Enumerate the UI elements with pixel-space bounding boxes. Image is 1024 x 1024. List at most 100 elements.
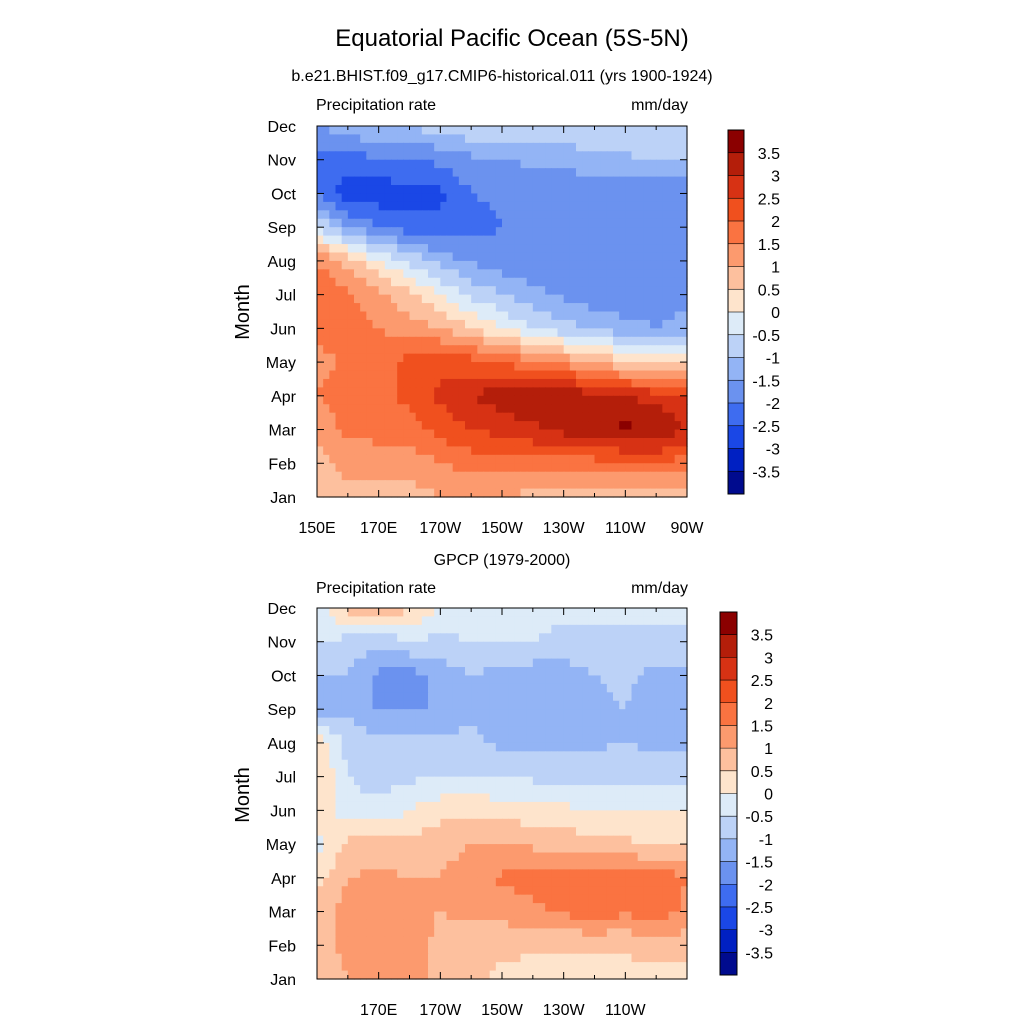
- heatmap-cell: [680, 446, 688, 456]
- heatmap-cell: [458, 624, 466, 634]
- heatmap-cell: [539, 810, 546, 820]
- heatmap-cell: [384, 658, 392, 668]
- heatmap-cell: [372, 412, 380, 422]
- heatmap-cell: [576, 726, 583, 736]
- heatmap-cell: [341, 827, 349, 837]
- heatmap-cell: [483, 818, 491, 828]
- heatmap-cell: [465, 429, 472, 439]
- heatmap-cell: [613, 176, 620, 186]
- heatmap-cell: [317, 641, 324, 651]
- heatmap-cell: [403, 471, 411, 481]
- heatmap-cell: [403, 201, 411, 211]
- heatmap-cell: [674, 903, 682, 913]
- heatmap-cell: [347, 877, 355, 887]
- heatmap-cell: [323, 860, 330, 870]
- heatmap-cell: [551, 126, 559, 136]
- heatmap-cell: [582, 294, 589, 304]
- heatmap-cell: [329, 844, 337, 854]
- heatmap-cell: [329, 683, 337, 693]
- heatmap-cell: [409, 446, 417, 456]
- heatmap-cell: [347, 658, 355, 668]
- heatmap-cell: [650, 362, 657, 372]
- heatmap-cell: [569, 709, 577, 719]
- heatmap-cell: [465, 471, 472, 481]
- heatmap-cell: [563, 818, 571, 828]
- heatmap-cell: [434, 700, 441, 710]
- heatmap-cell: [335, 675, 343, 685]
- heatmap-cell: [354, 151, 361, 161]
- heatmap-cell: [317, 345, 324, 355]
- heatmap-cell: [563, 193, 571, 203]
- heatmap-cell: [428, 395, 435, 405]
- heatmap-cell: [452, 159, 460, 169]
- heatmap-cell: [625, 319, 633, 329]
- heatmap-cell: [520, 894, 528, 904]
- heatmap-cell: [366, 454, 374, 464]
- heatmap-cell: [483, 260, 491, 270]
- heatmap-cell: [317, 362, 324, 372]
- heatmap-cell: [495, 827, 503, 837]
- heatmap-cell: [366, 471, 374, 481]
- heatmap-cell: [434, 894, 441, 904]
- heatmap-cell: [508, 362, 515, 372]
- heatmap-cell: [502, 378, 509, 388]
- heatmap-cell: [582, 328, 589, 338]
- heatmap-cell: [329, 159, 337, 169]
- heatmap-cell: [588, 726, 596, 736]
- heatmap-cell: [539, 624, 546, 634]
- heatmap-cell: [384, 852, 392, 862]
- heatmap-cell: [668, 218, 676, 228]
- heatmap-cell: [532, 844, 540, 854]
- heatmap-cell: [600, 818, 608, 828]
- heatmap-cell: [403, 412, 411, 422]
- heatmap-cell: [551, 827, 559, 837]
- heatmap-cell: [576, 421, 583, 431]
- heatmap-cell: [452, 886, 460, 896]
- heatmap-cell: [588, 269, 596, 279]
- heatmap-cell: [545, 168, 552, 178]
- heatmap-cell: [619, 328, 626, 338]
- heatmap-cell: [409, 185, 417, 195]
- heatmap-cell: [452, 624, 460, 634]
- heatmap-cell: [532, 277, 540, 287]
- heatmap-cell: [594, 776, 602, 786]
- heatmap-cell: [668, 869, 676, 879]
- heatmap-cell: [600, 488, 608, 498]
- heatmap-cell: [477, 446, 485, 456]
- heatmap-cell: [458, 734, 466, 744]
- heatmap-cell: [421, 362, 429, 372]
- heatmap-cell: [489, 353, 497, 363]
- heatmap-cell: [434, 185, 441, 195]
- heatmap-cell: [391, 336, 398, 346]
- heatmap-cell: [409, 785, 417, 795]
- heatmap-cell: [582, 692, 589, 702]
- heatmap-cell: [409, 860, 417, 870]
- heatmap-cell: [594, 810, 602, 820]
- heatmap-cell: [354, 768, 361, 778]
- heatmap-cell: [502, 852, 509, 862]
- heatmap-cell: [619, 362, 626, 372]
- heatmap-cell: [465, 353, 472, 363]
- heatmap-cell: [489, 378, 497, 388]
- heatmap-cell: [434, 793, 441, 803]
- heatmap-cell: [625, 911, 633, 921]
- heatmap-cell: [452, 785, 460, 795]
- heatmap-cell: [471, 412, 478, 422]
- heatmap-cell: [526, 463, 534, 473]
- heatmap-cell: [680, 218, 688, 228]
- heatmap-cell: [680, 776, 688, 786]
- heatmap-cell: [391, 480, 398, 490]
- heatmap-cell: [662, 734, 670, 744]
- heatmap-cell: [384, 429, 392, 439]
- heatmap-cell: [520, 471, 528, 481]
- heatmap-cell: [335, 126, 343, 136]
- colorbar-swatch: [728, 403, 744, 427]
- heatmap-cell: [458, 844, 466, 854]
- heatmap-cell: [341, 616, 349, 626]
- heatmap-cell: [335, 201, 343, 211]
- heatmap-cell: [409, 793, 417, 803]
- heatmap-cell: [415, 260, 423, 270]
- heatmap-cell: [347, 768, 355, 778]
- heatmap-cell: [415, 210, 423, 220]
- heatmap-cell: [539, 818, 546, 828]
